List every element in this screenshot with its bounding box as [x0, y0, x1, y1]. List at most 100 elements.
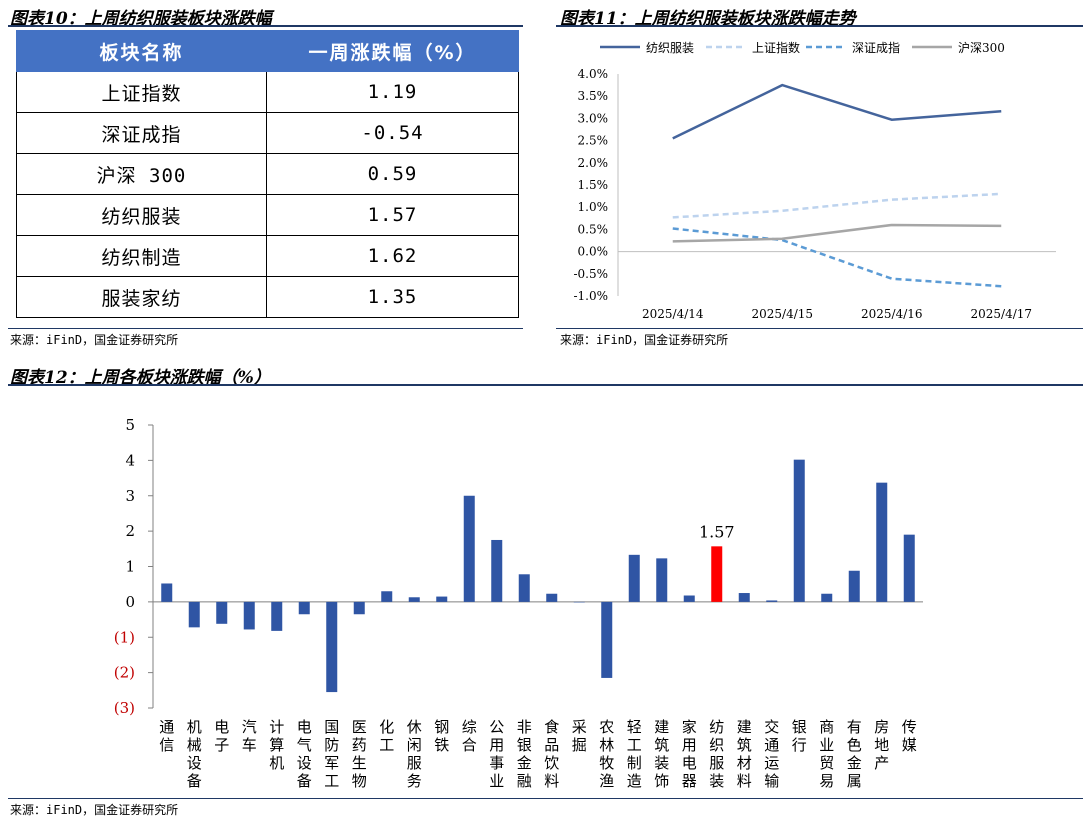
bar: [903, 534, 915, 602]
row-value: 1.62: [266, 235, 519, 277]
y-tick-label: 2.0%: [578, 156, 609, 170]
x-category-char: 服: [709, 754, 724, 772]
y-tick-label: 1.0%: [578, 200, 609, 214]
bar: [463, 495, 475, 602]
x-category-char: 金: [847, 754, 862, 772]
x-category-char: 牧: [599, 754, 614, 772]
x-category-char: 电: [682, 754, 697, 772]
x-category-char: 事: [489, 754, 504, 772]
legend-label: 沪深300: [958, 41, 1005, 55]
x-category-char: 设: [187, 754, 202, 772]
y-tick-label: 2: [125, 522, 135, 540]
bar: [491, 539, 503, 602]
x-category-char: 银: [792, 718, 807, 736]
x-category-char: 工: [379, 736, 394, 754]
x-category-char: 色: [847, 736, 862, 754]
bar: [656, 558, 668, 602]
x-category-char: 材: [737, 754, 752, 772]
bar: [243, 601, 255, 630]
x-category-char: 气: [297, 736, 312, 754]
x-category-char: 非: [517, 718, 532, 736]
row-name: 深证成指: [16, 112, 267, 154]
y-tick-label: 2.5%: [578, 134, 609, 148]
x-category-char: 家: [682, 718, 697, 736]
y-tick-label: 4.0%: [578, 67, 609, 81]
x-category-char: 筑: [737, 736, 752, 754]
x-category-char: 备: [187, 772, 202, 790]
x-category-char: 金: [517, 754, 532, 772]
table-row: 深证成指 -0.54: [16, 112, 519, 154]
bar: [216, 601, 228, 624]
bar: [848, 570, 860, 602]
x-category-char: 易: [819, 772, 834, 790]
x-category-char: 服: [407, 754, 422, 772]
series-line-4: [672, 223, 1002, 243]
x-category-char: 电: [214, 718, 229, 736]
x-tick-label: 2025/4/14: [642, 307, 704, 321]
row-name: 沪深 300: [16, 153, 267, 195]
x-category-char: 务: [407, 772, 422, 790]
row-value: 1.57: [266, 194, 519, 236]
x-category-char: 算: [269, 736, 284, 754]
y-tick-label: 1: [125, 558, 135, 576]
table-row: 沪深 300 0.59: [16, 153, 519, 195]
fig10-title: 图表10：上周纺织服装板块涨跌幅: [10, 9, 272, 29]
x-category-char: 钢: [434, 718, 449, 736]
legend-label: 深证成指: [852, 40, 900, 55]
row-name: 服装家纺: [16, 276, 267, 318]
x-category-char: 通: [159, 718, 174, 736]
table-row: 服装家纺 1.35: [16, 276, 519, 318]
x-category-char: 产: [874, 754, 889, 772]
x-category-char: 料: [544, 772, 559, 790]
x-category-char: 传: [902, 718, 917, 736]
x-category-char: 商: [819, 718, 834, 736]
fig10-title-rule: [8, 25, 523, 27]
bar: [683, 595, 695, 602]
bar: [271, 601, 283, 631]
y-tick-label: -1.0%: [573, 289, 608, 303]
x-category-char: 化: [379, 718, 394, 736]
bar: [298, 601, 310, 615]
y-tick-label: 0.5%: [578, 222, 609, 236]
x-category-char: 筑: [654, 736, 669, 754]
x-category-char: 综: [462, 718, 477, 736]
bar: [436, 596, 448, 602]
fig11-line-chart: -1.0% -0.5% 0.0% 0.5% 1.0% 1.5% 2.0% 2.5% 3.0% 3.…: [573, 40, 1056, 321]
bar: [381, 591, 393, 602]
fig11-title: 图表11：上周纺织服装板块涨跌幅走势: [560, 9, 856, 29]
row-name: 上证指数: [16, 71, 267, 113]
x-category-char: 食: [544, 718, 559, 736]
x-category-char: 装: [654, 754, 669, 772]
x-category-char: 信: [159, 736, 174, 754]
table-row: 上证指数 1.19: [16, 71, 519, 113]
y-tick-label: 5: [125, 416, 135, 434]
x-category-char: 休: [407, 718, 422, 736]
bar: [188, 601, 200, 628]
x-category-char: 房: [874, 718, 889, 736]
bar-data-label: 1.57: [699, 522, 735, 541]
x-category-char: 合: [462, 736, 477, 754]
row-name: 纺织制造: [16, 235, 267, 277]
x-category-char: 贸: [819, 754, 834, 772]
x-category-char: 有: [847, 718, 862, 736]
bar: [326, 601, 338, 693]
y-tick-label: (1): [114, 628, 135, 646]
x-category-char: 地: [874, 736, 889, 754]
fig11-title-rule: [556, 25, 1083, 27]
x-category-char: 医: [352, 718, 367, 736]
bar: [738, 593, 750, 602]
row-value: 1.35: [266, 276, 519, 318]
x-category-char: 饮: [544, 754, 559, 772]
x-category-char: 防: [324, 736, 339, 754]
bar: [628, 554, 640, 602]
x-category-char: 渔: [599, 772, 614, 790]
x-category-char: 业: [819, 736, 834, 754]
x-category-char: 通: [764, 736, 779, 754]
y-tick-label: -0.5%: [573, 267, 608, 281]
x-category-char: 电: [297, 718, 312, 736]
x-category-char: 业: [489, 772, 504, 790]
x-category-char: 军: [324, 754, 339, 772]
bar: [766, 600, 778, 602]
bar: [793, 459, 805, 602]
x-category-char: 林: [599, 736, 614, 754]
